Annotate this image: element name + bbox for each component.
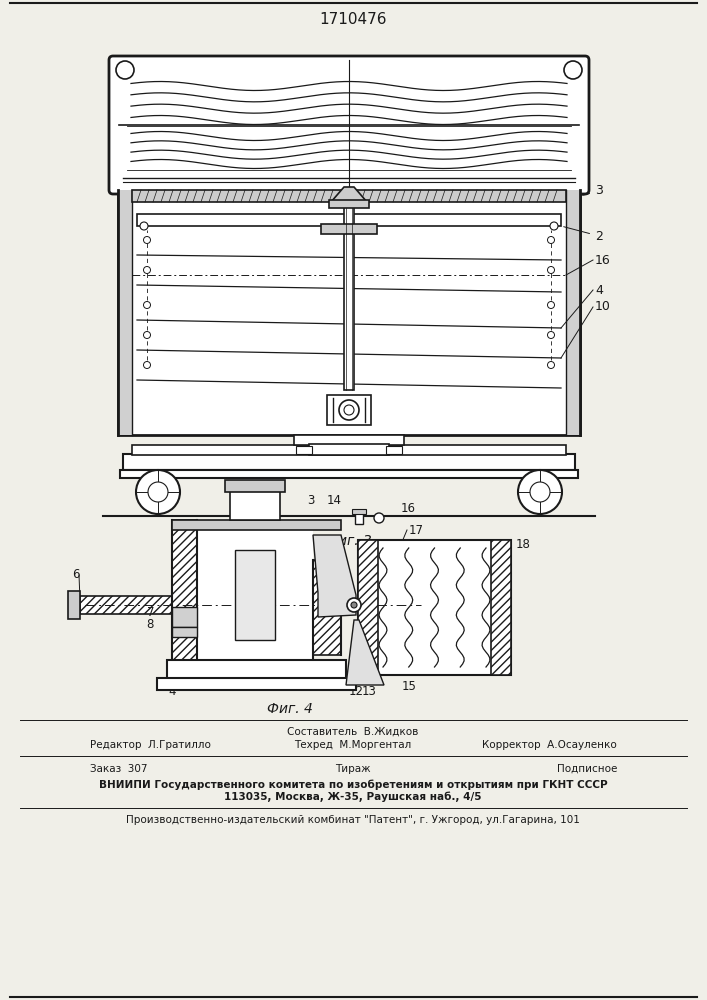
Text: Тираж: Тираж xyxy=(335,764,370,774)
Text: Редактор  Л.Гратилло: Редактор Л.Гратилло xyxy=(90,740,211,750)
Text: Заказ  307: Заказ 307 xyxy=(90,764,148,774)
Text: 113035, Москва, Ж-35, Раушская наб., 4/5: 113035, Москва, Ж-35, Раушская наб., 4/5 xyxy=(224,792,481,802)
Bar xyxy=(309,444,389,455)
Text: 8: 8 xyxy=(146,618,154,632)
Bar xyxy=(132,445,566,455)
Text: 13: 13 xyxy=(361,685,376,698)
Bar xyxy=(386,446,402,454)
Circle shape xyxy=(144,236,151,243)
Text: 12: 12 xyxy=(349,685,363,698)
Polygon shape xyxy=(313,535,356,617)
Text: Корректор  А.Осауленко: Корректор А.Осауленко xyxy=(482,740,617,750)
Bar xyxy=(230,490,280,520)
Text: Составитель  В.Жидков: Составитель В.Жидков xyxy=(287,727,419,737)
Bar xyxy=(167,660,346,680)
Circle shape xyxy=(547,266,554,273)
Circle shape xyxy=(530,482,550,502)
Bar xyxy=(172,520,341,530)
Circle shape xyxy=(116,61,134,79)
Circle shape xyxy=(547,302,554,308)
Bar xyxy=(137,214,561,226)
Bar xyxy=(172,520,197,662)
Text: 15: 15 xyxy=(402,680,416,693)
Text: Фиг. 3: Фиг. 3 xyxy=(326,534,372,548)
Bar xyxy=(120,470,578,478)
Circle shape xyxy=(140,222,148,230)
Circle shape xyxy=(144,302,151,308)
Bar xyxy=(566,190,580,435)
Bar xyxy=(172,607,197,627)
Polygon shape xyxy=(346,620,384,685)
Text: 14: 14 xyxy=(327,493,342,506)
Circle shape xyxy=(547,361,554,368)
Text: Производственно-издательский комбинат "Патент", г. Ужгород, ул.Гагарина, 101: Производственно-издательский комбинат "П… xyxy=(126,815,580,825)
Circle shape xyxy=(144,332,151,338)
Text: 3: 3 xyxy=(583,184,603,198)
Text: 16: 16 xyxy=(595,253,611,266)
Text: 7: 7 xyxy=(146,606,154,619)
Bar xyxy=(123,454,575,470)
Circle shape xyxy=(547,332,554,338)
Text: 3: 3 xyxy=(308,493,315,506)
Bar xyxy=(235,550,275,640)
Bar xyxy=(80,596,172,614)
Bar xyxy=(132,190,566,202)
Circle shape xyxy=(148,482,168,502)
Text: Подписное: Подписное xyxy=(556,764,617,774)
Bar xyxy=(157,678,356,690)
Circle shape xyxy=(344,405,354,415)
Text: 17: 17 xyxy=(409,524,424,536)
Text: 16: 16 xyxy=(401,502,416,514)
Circle shape xyxy=(547,236,554,243)
Bar xyxy=(344,202,354,390)
Circle shape xyxy=(351,602,357,608)
Text: ВНИИПИ Государственного комитета по изобретениям и открытиям при ГКНТ СССР: ВНИИПИ Государственного комитета по изоб… xyxy=(99,779,607,790)
Polygon shape xyxy=(331,187,367,202)
Bar xyxy=(352,509,366,514)
Bar xyxy=(294,435,404,445)
Bar xyxy=(313,560,341,655)
Text: 1710476: 1710476 xyxy=(320,12,387,27)
FancyBboxPatch shape xyxy=(109,56,589,194)
Bar xyxy=(118,190,580,435)
Text: 6: 6 xyxy=(73,568,80,582)
Circle shape xyxy=(347,598,361,612)
Text: 10: 10 xyxy=(595,300,611,314)
Bar xyxy=(358,540,378,675)
Bar xyxy=(329,200,369,208)
Circle shape xyxy=(518,470,562,514)
Text: Техред  М.Моргентал: Техред М.Моргентал xyxy=(294,740,411,750)
Circle shape xyxy=(564,61,582,79)
Bar xyxy=(358,540,511,675)
Circle shape xyxy=(550,222,558,230)
Bar xyxy=(68,591,80,619)
Circle shape xyxy=(144,361,151,368)
Bar xyxy=(355,512,363,524)
Text: 18: 18 xyxy=(516,538,531,552)
Bar xyxy=(327,395,371,425)
Text: 2: 2 xyxy=(563,227,603,242)
Circle shape xyxy=(374,513,384,523)
Bar xyxy=(491,540,511,675)
Text: Фиг. 4: Фиг. 4 xyxy=(267,702,313,716)
Bar xyxy=(296,446,312,454)
Bar xyxy=(197,520,313,660)
Text: 4: 4 xyxy=(595,284,603,296)
Circle shape xyxy=(144,266,151,273)
Circle shape xyxy=(136,470,180,514)
Text: 4: 4 xyxy=(168,685,176,698)
Bar xyxy=(118,190,132,435)
Bar xyxy=(321,224,377,234)
Bar xyxy=(172,627,197,637)
Bar xyxy=(225,480,285,492)
Circle shape xyxy=(339,400,359,420)
